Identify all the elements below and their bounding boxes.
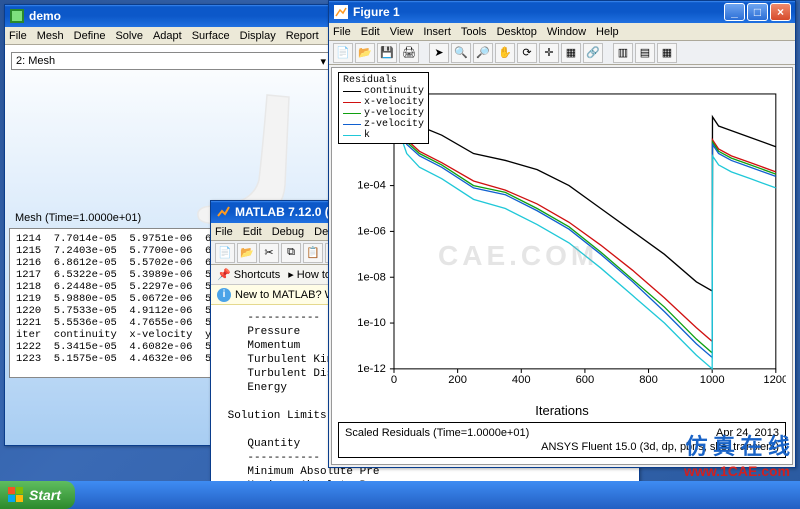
svg-text:800: 800 <box>639 374 658 386</box>
svg-text:1000: 1000 <box>700 374 725 386</box>
mesh-dropdown[interactable]: 2: Mesh ▾ <box>11 52 331 70</box>
svg-text:400: 400 <box>512 374 531 386</box>
open-icon[interactable]: 📂 <box>237 243 257 263</box>
menu-help[interactable]: Help <box>596 26 619 38</box>
shortcut-0[interactable]: 📌 Shortcuts <box>217 268 280 281</box>
menu-adapt[interactable]: Adapt <box>153 30 182 42</box>
menu-debug[interactable]: Debug <box>272 226 304 238</box>
figure-title: Figure 1 <box>353 5 400 19</box>
taskbar: Start <box>0 481 800 509</box>
legend-x-velocity: x-velocity <box>343 97 424 108</box>
menu-file[interactable]: File <box>9 30 27 42</box>
x-axis-label: Iterations <box>338 403 786 418</box>
figure-titlebar[interactable]: Figure 1 _ □ × <box>329 1 795 23</box>
print-icon[interactable]: 🖨 <box>399 43 419 63</box>
svg-text:1200: 1200 <box>763 374 786 386</box>
copy-icon[interactable]: ⧉ <box>281 243 301 263</box>
menu-edit[interactable]: Edit <box>243 226 262 238</box>
link-icon[interactable]: 🔗 <box>583 43 603 63</box>
info-icon: i <box>217 288 231 302</box>
svg-text:1e-10: 1e-10 <box>357 317 386 329</box>
colorbar-icon[interactable]: ▥ <box>613 43 633 63</box>
menu-solve[interactable]: Solve <box>115 30 143 42</box>
rotate-icon[interactable]: ⟳ <box>517 43 537 63</box>
legend-icon[interactable]: ▤ <box>635 43 655 63</box>
data-cursor-icon[interactable]: ✛ <box>539 43 559 63</box>
menu-insert[interactable]: Insert <box>423 26 451 38</box>
menu-edit[interactable]: Edit <box>361 26 380 38</box>
svg-text:600: 600 <box>576 374 595 386</box>
menu-file[interactable]: File <box>333 26 351 38</box>
maximize-button[interactable]: □ <box>747 3 768 21</box>
svg-text:0: 0 <box>391 374 397 386</box>
menu-file[interactable]: File <box>215 226 233 238</box>
paste-icon[interactable]: 📋 <box>303 243 323 263</box>
svg-text:1e-12: 1e-12 <box>357 363 386 375</box>
svg-text:1e-04: 1e-04 <box>357 180 386 192</box>
matlab-icon <box>215 204 231 220</box>
menu-window[interactable]: Window <box>547 26 586 38</box>
start-button[interactable]: Start <box>0 481 75 509</box>
watermark-cn: 仿 真 在 线 <box>685 429 790 461</box>
svg-text:200: 200 <box>448 374 467 386</box>
layout-icon[interactable]: ▦ <box>657 43 677 63</box>
save-icon[interactable]: 💾 <box>377 43 397 63</box>
figure-menubar: File Edit View Insert Tools Desktop Window Help <box>329 23 795 41</box>
windows-logo-icon <box>8 487 24 503</box>
legend-Residuals: Residuals <box>343 75 424 86</box>
brush-icon[interactable]: ▦ <box>561 43 581 63</box>
menu-report[interactable]: Report <box>286 30 319 42</box>
chevron-down-icon: ▾ <box>320 55 326 68</box>
close-button[interactable]: × <box>770 3 791 21</box>
demo-title: demo <box>29 9 61 23</box>
menu-define[interactable]: Define <box>74 30 106 42</box>
figure-toolbar: 📄 📂 💾 🖨 ➤ 🔍 🔎 ✋ ⟳ ✛ ▦ 🔗 ▥ ▤ ▦ <box>329 41 795 65</box>
menu-mesh[interactable]: Mesh <box>37 30 64 42</box>
legend-z-velocity: z-velocity <box>343 119 424 130</box>
open-icon[interactable]: 📂 <box>355 43 375 63</box>
legend-continuity: continuity <box>343 86 424 97</box>
pointer-icon[interactable]: ➤ <box>429 43 449 63</box>
minimize-button[interactable]: _ <box>724 3 745 21</box>
menu-surface[interactable]: Surface <box>192 30 230 42</box>
watermark-url: www.1CAE.com <box>684 463 790 479</box>
bg-watermark: CAE.COM <box>438 240 598 272</box>
menu-desktop[interactable]: Desktop <box>497 26 537 38</box>
zoom-out-icon[interactable]: 🔎 <box>473 43 493 63</box>
pan-icon[interactable]: ✋ <box>495 43 515 63</box>
legend-k: k <box>343 130 424 141</box>
new-file-icon[interactable]: 📄 <box>215 243 235 263</box>
svg-text:1e-06: 1e-06 <box>357 225 386 237</box>
zoom-in-icon[interactable]: 🔍 <box>451 43 471 63</box>
menu-tools[interactable]: Tools <box>461 26 487 38</box>
cut-icon[interactable]: ✂ <box>259 243 279 263</box>
legend-y-velocity: y-velocity <box>343 108 424 119</box>
caption-left: Scaled Residuals (Time=1.0000e+01) <box>345 427 529 439</box>
menu-view[interactable]: View <box>390 26 414 38</box>
figure-icon <box>333 4 349 20</box>
legend: Residualscontinuityx-velocityy-velocityz… <box>338 72 429 144</box>
fluent-icon <box>9 8 25 24</box>
new-icon[interactable]: 📄 <box>333 43 353 63</box>
menu-display[interactable]: Display <box>240 30 276 42</box>
svg-text:1e-08: 1e-08 <box>357 271 386 283</box>
